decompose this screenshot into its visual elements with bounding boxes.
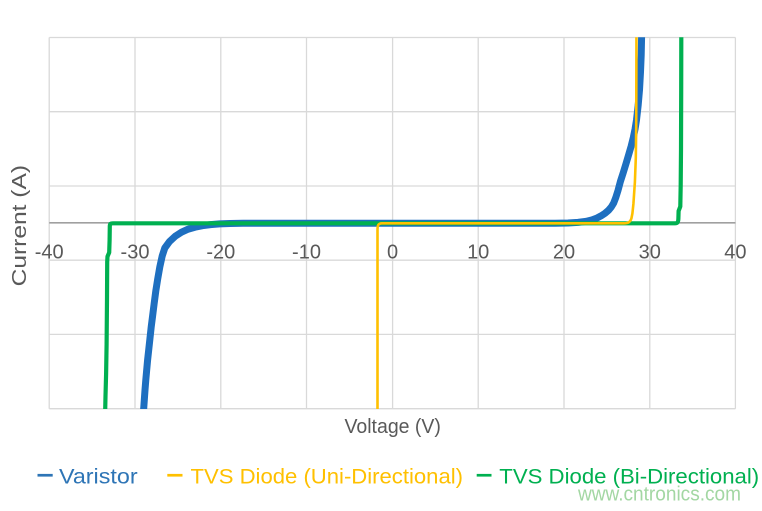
- svg-text:40: 40: [724, 241, 746, 263]
- svg-text:-10: -10: [292, 241, 321, 263]
- svg-text:30: 30: [639, 241, 661, 263]
- svg-text:20: 20: [553, 241, 575, 263]
- svg-text:TVS Diode (Uni-Directional): TVS Diode (Uni-Directional): [191, 465, 464, 488]
- svg-text:-30: -30: [121, 241, 150, 263]
- svg-text:www.cntronics.com: www.cntronics.com: [577, 484, 741, 506]
- svg-text:0: 0: [387, 241, 398, 263]
- svg-text:Voltage (V): Voltage (V): [344, 416, 441, 438]
- svg-text:TVS Diode (Bi-Directional): TVS Diode (Bi-Directional): [499, 465, 759, 488]
- svg-text:10: 10: [467, 241, 489, 263]
- svg-text:Current (A): Current (A): [9, 165, 31, 286]
- svg-text:-20: -20: [206, 241, 235, 263]
- svg-text:-40: -40: [35, 241, 64, 263]
- svg-text:Varistor: Varistor: [59, 465, 138, 488]
